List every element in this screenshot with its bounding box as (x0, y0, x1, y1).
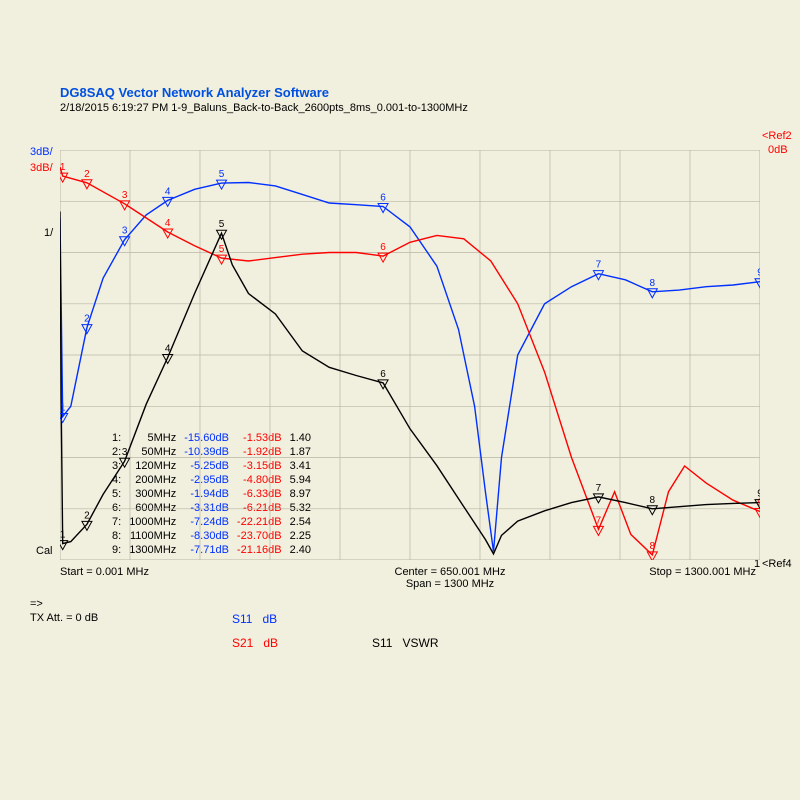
arrow-label: => (30, 598, 43, 610)
marker-8-icon: 8 (647, 278, 657, 298)
center-label: Center = 650.001 MHz (350, 566, 550, 578)
span-label: Span = 1300 MHz (350, 578, 550, 590)
app-title: DG8SAQ Vector Network Analyzer Software (60, 85, 468, 100)
marker-5-icon: 5 (217, 169, 227, 189)
marker-1-icon: 1 (60, 530, 68, 550)
svg-text:9: 9 (757, 489, 760, 500)
stop-label: Stop = 1300.001 MHz (649, 566, 756, 578)
marker-6-icon: 6 (378, 242, 388, 262)
svg-text:5: 5 (219, 219, 225, 230)
svg-text:9: 9 (757, 268, 760, 279)
left-scale-s11: 3dB/ (30, 146, 53, 158)
ref4-label: <Ref4 (762, 558, 792, 570)
svg-text:2: 2 (84, 510, 90, 521)
left-scale-s21: 3dB/ (30, 162, 53, 174)
svg-text:7: 7 (596, 260, 602, 271)
legend-s11: S11 dB (232, 612, 277, 626)
marker-8-icon: 8 (647, 495, 657, 515)
svg-text:6: 6 (380, 242, 386, 253)
timestamp-line: 2/18/2015 6:19:27 PM 1-9_Baluns_Back-to-… (60, 102, 468, 114)
cal-label: Cal (36, 545, 53, 557)
marker-7-icon: 7 (593, 483, 603, 503)
vna-plot: 111222333444555666777888999 (60, 150, 760, 560)
tx-att-label: TX Att. = 0 dB (30, 612, 98, 624)
legend-s21: S21 dB (232, 636, 278, 650)
marker-1-icon: 1 (60, 162, 68, 182)
start-label: Start = 0.001 MHz (60, 566, 149, 578)
svg-text:7: 7 (596, 483, 602, 494)
marker-4-icon: 4 (163, 218, 173, 238)
svg-text:4: 4 (165, 218, 171, 229)
svg-text:6: 6 (380, 369, 386, 380)
legend-vswr: S11 VSWR (372, 636, 438, 650)
marker-5-icon: 5 (217, 244, 227, 264)
marker-7-icon: 7 (593, 260, 603, 280)
svg-text:4: 4 (165, 186, 171, 197)
svg-text:8: 8 (650, 541, 656, 552)
marker-6-icon: 6 (378, 369, 388, 389)
svg-text:6: 6 (380, 193, 386, 204)
svg-text:5: 5 (219, 244, 225, 255)
svg-text:3: 3 (122, 226, 128, 237)
svg-text:7: 7 (596, 515, 602, 526)
marker-5-icon: 5 (217, 219, 227, 239)
svg-text:5: 5 (219, 169, 225, 180)
marker-2-icon: 2 (82, 169, 92, 189)
svg-text:2: 2 (84, 314, 90, 325)
left-scale-vswr: 1/ (44, 227, 53, 239)
svg-text:4: 4 (165, 343, 171, 354)
svg-text:8: 8 (650, 495, 656, 506)
svg-text:2: 2 (84, 169, 90, 180)
svg-text:1: 1 (60, 403, 66, 414)
svg-text:1: 1 (60, 162, 66, 173)
ref2-zero: 0dB (768, 144, 788, 156)
svg-text:3: 3 (122, 447, 128, 458)
svg-text:3: 3 (122, 190, 128, 201)
marker-4-icon: 4 (163, 343, 173, 363)
ref2-label: <Ref2 (762, 130, 792, 142)
marker-7-icon: 7 (593, 515, 603, 535)
svg-text:1: 1 (60, 530, 66, 541)
svg-text:8: 8 (650, 278, 656, 289)
marker-9-icon: 9 (755, 268, 760, 288)
